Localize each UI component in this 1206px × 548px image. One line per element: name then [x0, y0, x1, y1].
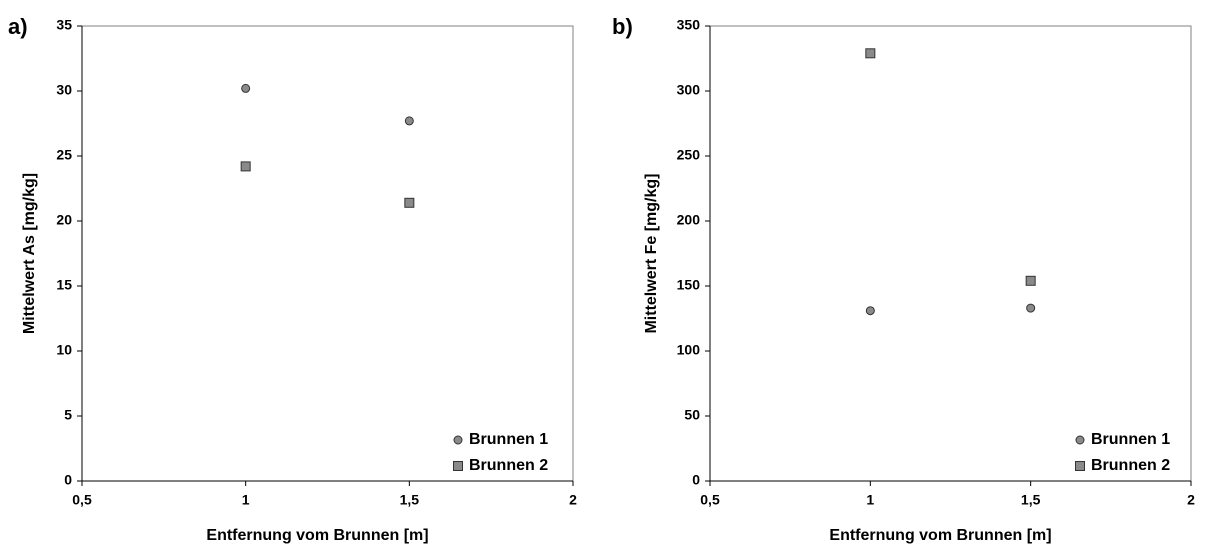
y-tick-label: 20	[56, 212, 72, 228]
y-tick-label: 300	[677, 82, 701, 98]
x-tick-label: 2	[569, 492, 577, 508]
y-tick-label: 10	[56, 342, 72, 358]
data-point-brunnen-1	[1026, 303, 1036, 313]
data-point-brunnen-2	[240, 161, 251, 172]
y-tick-label: 250	[677, 147, 701, 163]
legend: Brunnen 1 Brunnen 2	[453, 431, 548, 474]
panel-label: b)	[612, 14, 633, 39]
data-point-brunnen-1	[865, 306, 875, 316]
legend-marker-square	[1075, 461, 1085, 471]
x-tick-label: 1	[866, 492, 874, 508]
data-point-brunnen-1	[241, 83, 251, 93]
y-tick-label: 25	[56, 147, 72, 163]
data-point-brunnen-2	[404, 197, 415, 208]
legend-marker-circle	[453, 435, 463, 445]
y-tick-label: 100	[677, 342, 701, 358]
y-tick-label: 0	[692, 472, 700, 488]
legend-label: Brunnen 1	[469, 431, 548, 448]
x-tick-label: 1,5	[400, 492, 420, 508]
plot-area-frame	[81, 25, 574, 482]
plot-area-frame	[709, 25, 1192, 482]
x-axis-title: Entfernung vom Brunnen [m]	[206, 527, 428, 544]
data-point-brunnen-2	[1025, 275, 1036, 286]
legend-label: Brunnen 2	[469, 457, 548, 474]
x-tick-label: 2	[1187, 492, 1195, 508]
data-point-brunnen-1	[404, 116, 414, 126]
y-tick-label: 5	[64, 407, 72, 423]
y-tick-label: 200	[677, 212, 701, 228]
y-tick-label: 350	[677, 17, 701, 33]
x-tick-label: 1,5	[1021, 492, 1041, 508]
y-tick-label: 15	[56, 277, 72, 293]
data-point-brunnen-2	[865, 48, 876, 59]
x-axis-title: Entfernung vom Brunnen [m]	[829, 527, 1051, 544]
panel-label: a)	[8, 14, 28, 39]
y-axis-title: Mittelwert Fe [mg/kg]	[643, 173, 660, 333]
legend-label: Brunnen 2	[1091, 457, 1170, 474]
legend-marker-square	[453, 461, 463, 471]
y-axis-title: Mittelwert As [mg/kg]	[21, 173, 38, 334]
y-tick-label: 0	[64, 472, 72, 488]
y-tick-label: 30	[56, 82, 72, 98]
chart-panel-b: b) 0 50 100 150 200 250 300 350 0,5 1 1,5 2 Entfernun…	[612, 14, 1195, 544]
x-tick-label: 1	[242, 492, 250, 508]
legend-marker-circle	[1075, 435, 1085, 445]
chart-panel-a: a) 0 5 10 15 20 25 30 35 0,5 1 1,5 2 Entfernung vom B…	[8, 14, 577, 544]
legend: Brunnen 1 Brunnen 2	[1075, 431, 1170, 474]
x-tick-label: 0,5	[72, 492, 92, 508]
y-tick-label: 35	[56, 17, 72, 33]
y-tick-label: 50	[684, 407, 700, 423]
legend-label: Brunnen 1	[1091, 431, 1170, 448]
y-tick-label: 150	[677, 277, 701, 293]
x-tick-label: 0,5	[700, 492, 720, 508]
